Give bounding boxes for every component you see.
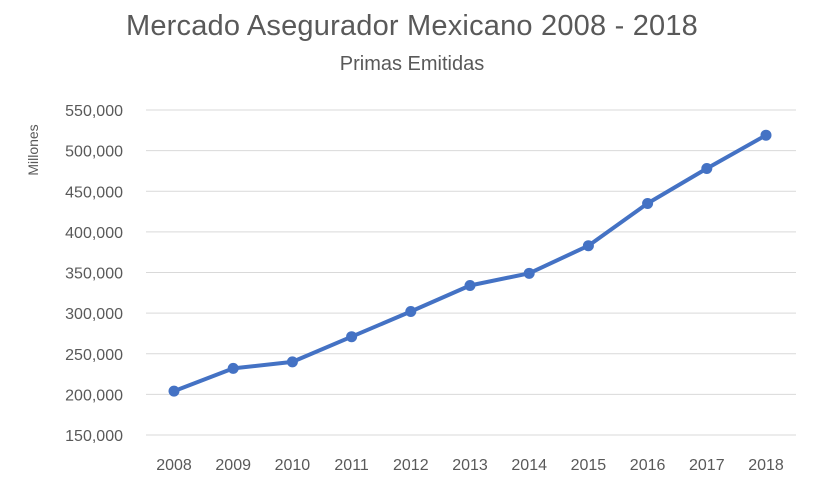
chart-title: Mercado Asegurador Mexicano 2008 - 2018	[125, 10, 699, 42]
x-tick-label: 2009	[215, 457, 251, 474]
series-group	[168, 129, 772, 397]
x-tick-label: 2012	[393, 457, 429, 474]
data-point-2017	[701, 163, 713, 174]
x-tick-label: 2015	[571, 457, 607, 474]
data-point-2009	[227, 362, 239, 374]
x-tick-label: 2013	[452, 457, 488, 474]
y-tick-label: 450,000	[65, 184, 123, 201]
data-point-2013	[464, 280, 476, 291]
x-axis-tick-labels: 2008 2009 2010 2011 2012 2013 2014 2015 2016 2017…	[156, 457, 784, 474]
y-tick-label: 250,000	[65, 347, 123, 364]
y-tick-label: 150,000	[65, 428, 123, 445]
y-tick-label: 500,000	[65, 144, 123, 161]
data-point-2011	[346, 331, 358, 343]
series-line	[172, 133, 768, 394]
y-tick-label: 300,000	[65, 306, 123, 323]
x-tick-label: 2010	[275, 457, 311, 474]
data-point-2016	[642, 197, 654, 209]
x-tick-label: 2017	[689, 457, 725, 474]
y-axis-tick-labels: 150,000 200,000 250,000 300,000 350,000 400,0…	[65, 103, 123, 445]
data-point-2010	[286, 356, 298, 368]
y-tick-label: 200,000	[65, 387, 123, 404]
data-point-2018	[760, 129, 772, 141]
x-tick-label: 2008	[156, 457, 192, 474]
y-tick-label: 350,000	[65, 266, 123, 283]
data-point-2014	[523, 267, 535, 279]
data-point-2015	[582, 240, 594, 252]
y-tick-label: 400,000	[65, 225, 123, 242]
y-axis-title: Millones	[25, 124, 41, 175]
x-tick-label: 2011	[334, 457, 369, 474]
gridlines	[146, 109, 796, 436]
data-point-2008	[168, 385, 180, 397]
y-tick-label: 550,000	[65, 103, 123, 120]
chart-subtitle: Primas Emitidas	[339, 53, 485, 75]
x-tick-label: 2016	[630, 457, 666, 474]
data-point-2012	[405, 306, 417, 317]
x-tick-label: 2014	[511, 457, 547, 474]
x-tick-label: 2018	[748, 457, 784, 474]
